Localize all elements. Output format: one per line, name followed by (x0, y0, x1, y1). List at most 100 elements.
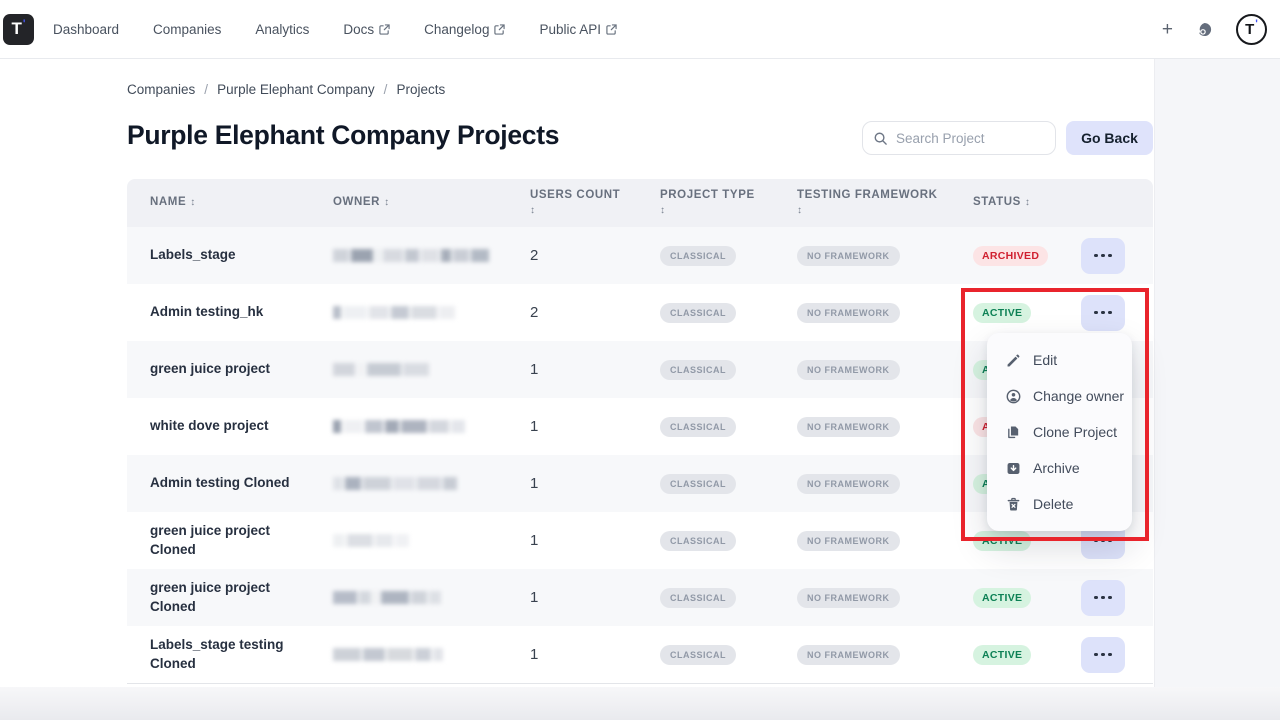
table-row: Labels_stage testing Cloned 1 CLASSICAL NO … (127, 626, 1153, 683)
testing-framework-badge: NO FRAMEWORK (797, 587, 900, 608)
search-input[interactable] (896, 130, 1045, 146)
menu-item-delete[interactable]: Delete (987, 486, 1132, 522)
project-name: Labels_stage testing Cloned (150, 637, 284, 671)
menu-item-label: Archive (1033, 460, 1080, 476)
project-type-badge: CLASSICAL (660, 245, 736, 266)
owner-redacted (333, 363, 501, 376)
project-type-badge: CLASSICAL (660, 416, 736, 437)
breadcrumb-item-projects[interactable]: Projects (396, 82, 446, 97)
column-header-label: NAME (150, 196, 187, 209)
testing-framework-badge: NO FRAMEWORK (797, 245, 900, 266)
page-bottom-fade (0, 687, 1280, 720)
menu-item-label: Delete (1033, 496, 1074, 512)
app-logo[interactable]: T ' (3, 13, 34, 45)
external-link-icon (494, 23, 506, 35)
nav-item-docs[interactable]: Docs (343, 22, 390, 37)
nav-item-companies[interactable]: Companies (153, 22, 221, 37)
nav-item-dashboard[interactable]: Dashboard (53, 22, 119, 37)
column-header-project-type[interactable]: PROJECT TYPE ↕ (637, 188, 774, 217)
column-header-label: STATUS (973, 196, 1021, 209)
sort-icon: ↕ (1024, 197, 1031, 209)
row-actions-button[interactable] (1081, 636, 1125, 673)
add-button[interactable]: + (1161, 18, 1173, 40)
users-count: 1 (530, 589, 539, 606)
user-circle-icon (1005, 388, 1022, 405)
testing-framework-badge: NO FRAMEWORK (797, 644, 900, 665)
nav-item-label: Companies (153, 21, 222, 37)
column-header-testing-framework[interactable]: TESTING FRAMEWORK ↕ (774, 188, 950, 217)
nav-item-label: Changelog (424, 21, 490, 37)
sort-icon: ↕ (384, 197, 390, 209)
project-type-badge: CLASSICAL (660, 530, 736, 551)
page-title: Purple Elephant Company Projects (127, 120, 560, 150)
nav-item-label: Analytics (255, 21, 310, 37)
menu-item-clone-project[interactable]: Clone Project (987, 414, 1132, 450)
column-header-name[interactable]: NAME ↕ (127, 195, 310, 211)
project-type-badge: CLASSICAL (660, 473, 736, 494)
top-nav: Dashboard Companies Analytics Docs Changelog… (53, 22, 617, 37)
menu-item-label: Change owner (1033, 388, 1125, 404)
menu-item-archive[interactable]: Archive (987, 450, 1132, 486)
table-row: Labels_stage 2 CLASSICAL NO FRAMEWORK ARCHIV… (127, 227, 1153, 284)
project-type-badge: CLASSICAL (660, 359, 736, 380)
status-badge: ARCHIVED (973, 245, 1049, 266)
project-name: Labels_stage (150, 247, 236, 263)
breadcrumb-separator: / (204, 82, 209, 97)
column-header-status[interactable]: STATUS ↕ (950, 195, 1050, 211)
project-name: green juice project Cloned (150, 580, 271, 614)
account-avatar[interactable]: T ' (1236, 13, 1267, 45)
status-badge: ACTIVE (973, 302, 1032, 323)
testing-framework-badge: NO FRAMEWORK (797, 359, 900, 380)
table-body: Labels_stage 2 CLASSICAL NO FRAMEWORK ARCHIV… (127, 227, 1153, 683)
testing-framework-badge: NO FRAMEWORK (797, 530, 900, 551)
users-count: 1 (530, 361, 539, 378)
external-link-icon (379, 23, 390, 35)
row-context-menu: Edit Change owner Clone Project Archive Dele… (987, 333, 1132, 531)
projects-table: NAME ↕ OWNER ↕ USERS COUNT ↕ PROJECT TYPE ↕ TEST… (127, 179, 1153, 684)
breadcrumb-item-purple-elephant-company[interactable]: Purple Elephant Company (217, 82, 375, 97)
row-actions-button[interactable] (1081, 294, 1125, 331)
nav-item-changelog[interactable]: Changelog (424, 21, 506, 37)
avatar-prime: ' (1255, 18, 1258, 30)
row-actions-button[interactable] (1081, 237, 1125, 274)
column-header-users-count[interactable]: USERS COUNT ↕ (507, 188, 637, 217)
testing-framework-badge: NO FRAMEWORK (797, 473, 900, 494)
sort-icon: ↕ (530, 205, 536, 216)
trash-icon (1005, 496, 1022, 513)
breadcrumb: Companies / Purple Elephant Company / Projec… (127, 82, 445, 97)
nav-item-label: Docs (343, 21, 375, 37)
owner-redacted (333, 591, 501, 604)
menu-item-label: Edit (1033, 352, 1058, 368)
table-row: Admin testing_hk 2 CLASSICAL NO FRAMEWORK AC… (127, 284, 1153, 341)
testing-framework-badge: NO FRAMEWORK (797, 416, 900, 437)
menu-item-change-owner[interactable]: Change owner (987, 378, 1132, 414)
users-count: 1 (530, 646, 539, 663)
sort-icon: ↕ (660, 205, 666, 216)
project-name: green juice project (150, 361, 271, 377)
column-header-label: OWNER (333, 196, 381, 209)
users-count: 1 (530, 532, 539, 549)
owner-redacted (333, 648, 501, 661)
pencil-icon (1005, 352, 1022, 369)
row-actions-button[interactable] (1081, 579, 1125, 616)
status-badge: ACTIVE (973, 644, 1032, 665)
project-type-badge: CLASSICAL (660, 644, 736, 665)
menu-item-label: Clone Project (1033, 424, 1118, 440)
go-back-button[interactable]: Go Back (1066, 121, 1153, 155)
users-count: 1 (530, 475, 539, 492)
project-name: green juice project Cloned (150, 523, 271, 557)
sort-icon: ↕ (797, 205, 803, 216)
nav-item-public-api[interactable]: Public API (539, 22, 617, 37)
search-icon (873, 131, 888, 146)
breadcrumb-item-companies[interactable]: Companies (127, 82, 196, 97)
nav-item-analytics[interactable]: Analytics (255, 22, 309, 37)
project-name: Admin testing Cloned (150, 475, 290, 491)
column-header-owner[interactable]: OWNER ↕ (310, 195, 507, 211)
breadcrumb-separator: / (383, 82, 388, 97)
column-header-label: TESTING FRAMEWORK (797, 189, 938, 202)
table-row: green juice project 1 CLASSICAL NO FRAMEWOR… (127, 341, 1153, 398)
support-icon[interactable] (1195, 20, 1214, 39)
users-count: 1 (530, 418, 539, 435)
menu-item-edit[interactable]: Edit (987, 342, 1132, 378)
owner-redacted (333, 534, 501, 547)
